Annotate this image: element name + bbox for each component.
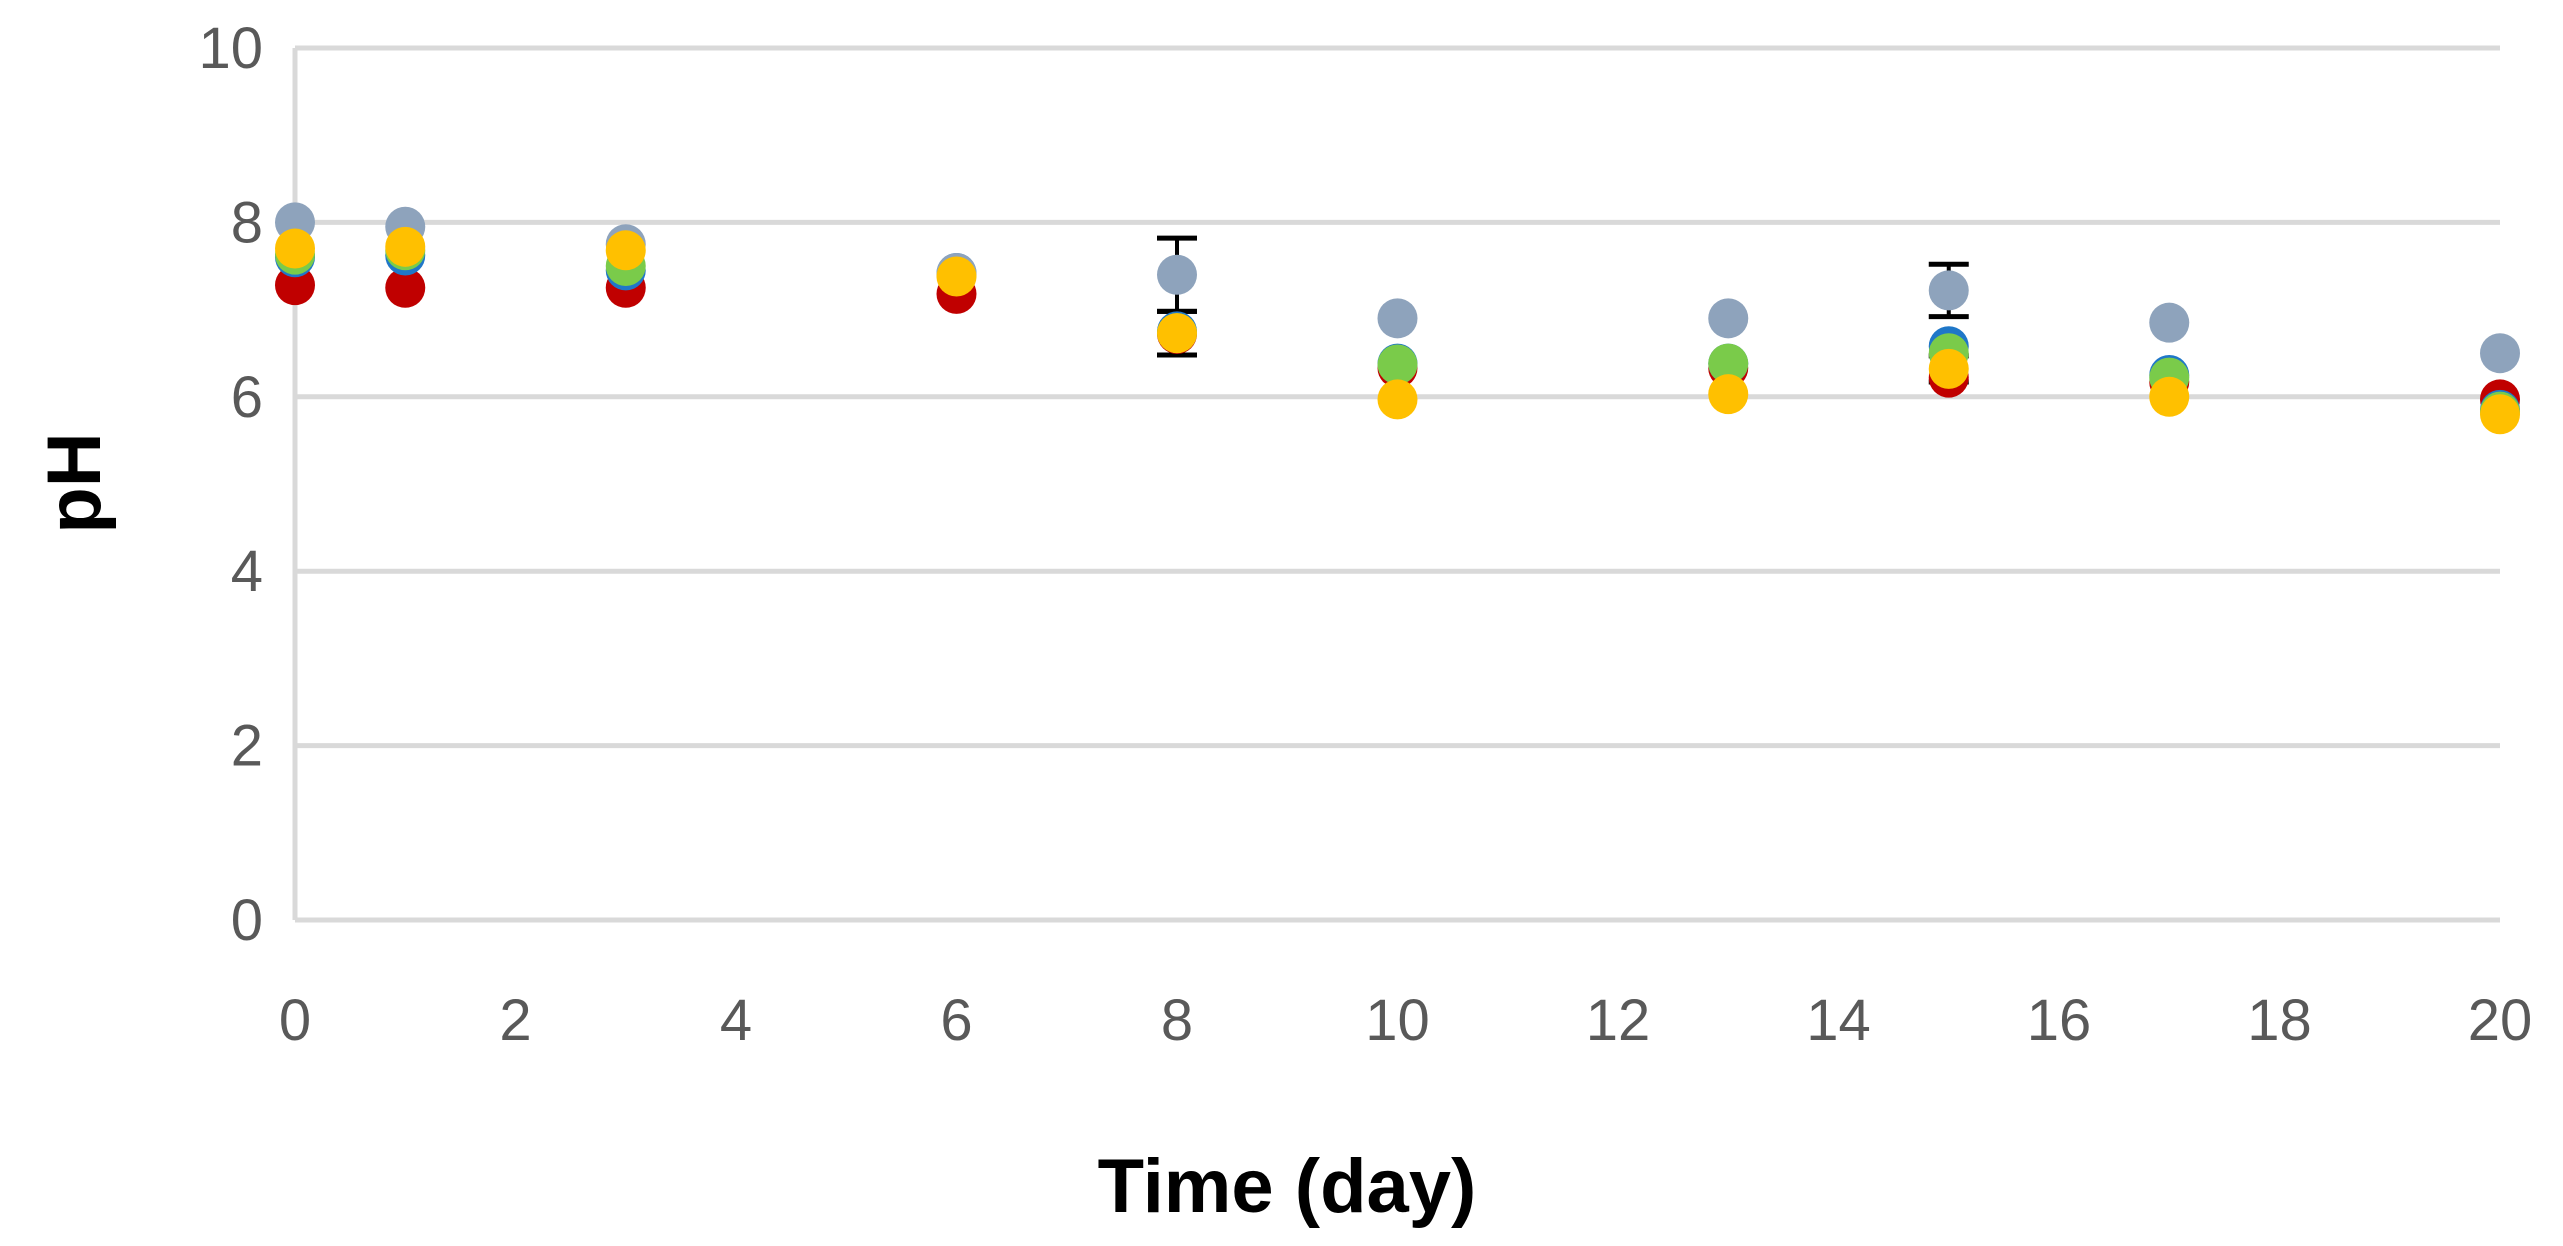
y-tick-label: 10 <box>198 16 263 81</box>
x-axis-title: Time (day) <box>1098 1144 1477 1229</box>
x-tick-label: 4 <box>720 988 752 1053</box>
data-point <box>1157 313 1197 354</box>
data-point <box>605 230 646 271</box>
data-point <box>1377 379 1418 420</box>
x-tick-label: 20 <box>2468 988 2533 1053</box>
data-point <box>1708 298 1749 339</box>
data-point <box>275 265 315 306</box>
y-tick-label: 8 <box>231 190 263 255</box>
x-tick-label: 16 <box>2027 988 2092 1053</box>
y-axis-title: pH <box>32 432 117 533</box>
data-point <box>2149 302 2190 343</box>
y-tick-label: 6 <box>231 365 263 430</box>
x-tick-label: 14 <box>1806 988 1871 1053</box>
data-point <box>936 256 977 297</box>
x-tick-label: 12 <box>1586 988 1651 1053</box>
error-bars <box>1157 235 1969 385</box>
y-tick-label: 0 <box>231 888 263 953</box>
x-tick-label: 10 <box>1365 988 1430 1053</box>
data-point <box>2480 333 2520 374</box>
data-point <box>1377 344 1418 385</box>
data-point <box>1708 343 1749 384</box>
x-tick-label: 2 <box>499 988 531 1053</box>
x-tick-label: 6 <box>940 988 972 1053</box>
tick-labels: 0 2 4 6 8 10 0 2 4 6 8 10 12 14 16 18 20 <box>198 16 2532 1053</box>
data-points <box>275 202 2520 435</box>
y-tick-label: 4 <box>231 539 263 604</box>
y-tick-label: 2 <box>231 714 263 779</box>
x-tick-label: 18 <box>2247 988 2312 1053</box>
data-point <box>1928 270 1969 311</box>
data-point <box>2149 376 2190 417</box>
axes <box>292 48 2500 923</box>
data-point <box>1928 348 1969 389</box>
data-point <box>2480 394 2520 435</box>
x-tick-label: 8 <box>1161 988 1193 1053</box>
data-point <box>385 267 426 308</box>
data-point <box>1708 374 1749 415</box>
data-point <box>275 228 315 269</box>
data-point <box>1377 298 1418 339</box>
data-point <box>1157 254 1197 295</box>
data-point <box>385 226 426 267</box>
x-tick-label: 0 <box>279 988 311 1053</box>
